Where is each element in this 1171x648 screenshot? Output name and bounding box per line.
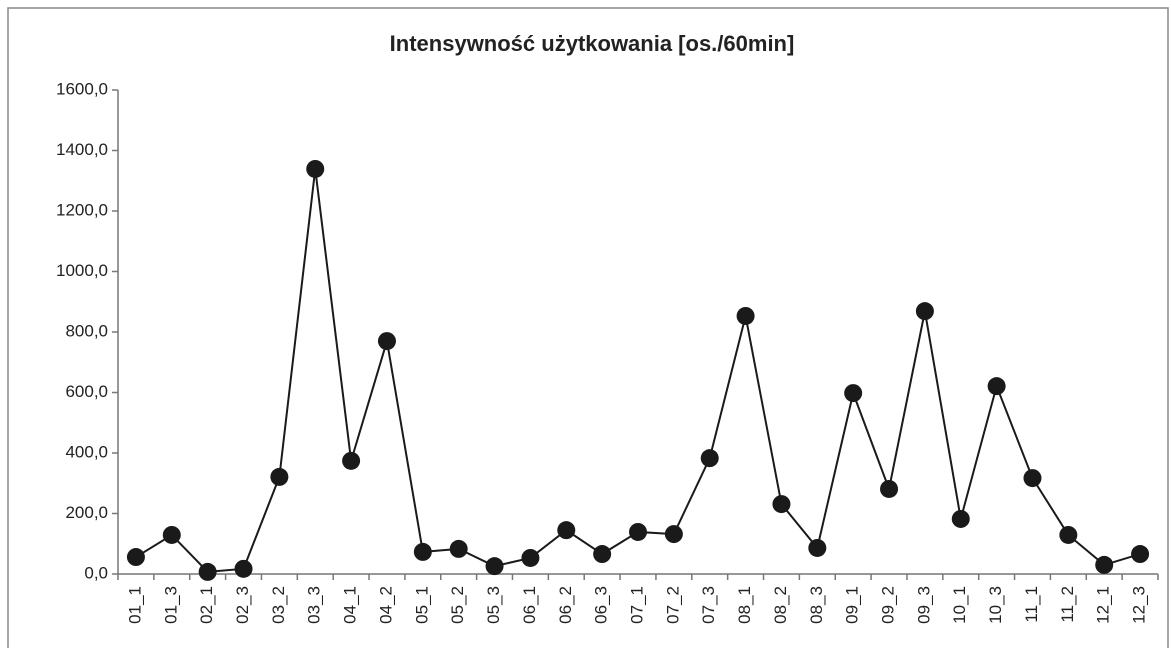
y-tick-label: 0,0 xyxy=(84,563,108,582)
x-tick-label: 11_2 xyxy=(1058,586,1077,623)
marker xyxy=(449,539,468,558)
marker xyxy=(521,548,540,567)
y-tick-label: 400,0 xyxy=(65,442,108,461)
marker xyxy=(162,525,181,544)
marker xyxy=(880,479,899,498)
x-tick-label: 03_2 xyxy=(269,586,288,624)
marker xyxy=(270,467,289,486)
y-tick-label: 1400,0 xyxy=(56,140,108,159)
marker xyxy=(593,545,612,564)
x-tick-label: 05_3 xyxy=(484,586,503,624)
marker xyxy=(629,522,647,541)
x-tick-label: 08_2 xyxy=(771,586,790,624)
x-tick-label: 05_1 xyxy=(412,586,431,624)
marker xyxy=(844,384,863,403)
y-tick-label: 1600,0 xyxy=(56,79,108,98)
y-tick-label: 1000,0 xyxy=(56,261,108,280)
x-tick-label: 04_2 xyxy=(376,586,395,624)
x-tick-label: 02_1 xyxy=(197,586,216,624)
x-tick-label: 02_3 xyxy=(233,586,252,624)
x-tick-label: 11_1 xyxy=(1022,586,1041,623)
x-tick-label: 04_1 xyxy=(341,586,360,624)
marker xyxy=(700,449,719,468)
marker xyxy=(126,548,145,567)
x-tick-label: 06_2 xyxy=(556,586,575,624)
marker xyxy=(413,542,432,561)
x-tick-label: 09_3 xyxy=(914,586,933,624)
marker xyxy=(951,509,970,528)
x-tick-label: 09_1 xyxy=(843,586,862,624)
x-tick-label: 07_1 xyxy=(627,586,646,624)
x-tick-label: 10_3 xyxy=(986,586,1005,624)
marker xyxy=(342,451,361,470)
x-tick-label: 08_1 xyxy=(735,586,754,624)
marker xyxy=(915,302,934,321)
x-tick-label: 05_2 xyxy=(448,586,467,624)
marker xyxy=(234,559,253,578)
marker xyxy=(772,495,791,514)
marker xyxy=(736,306,755,325)
x-tick-label: 06_3 xyxy=(592,586,611,624)
x-tick-label: 10_1 xyxy=(950,586,969,624)
chart-title: Intensywność użytkowania [os./60min] xyxy=(390,31,795,56)
x-tick-label: 12_3 xyxy=(1130,586,1149,624)
y-tick-label: 600,0 xyxy=(65,382,108,401)
marker xyxy=(1059,525,1078,544)
y-tick-label: 800,0 xyxy=(65,321,108,340)
marker xyxy=(1095,555,1114,574)
marker xyxy=(664,525,683,544)
x-tick-label: 07_2 xyxy=(663,586,682,624)
x-tick-label: 01_1 xyxy=(125,586,144,624)
marker xyxy=(306,159,325,178)
marker xyxy=(557,521,576,540)
x-tick-label: 03_3 xyxy=(305,586,324,624)
x-tick-label: 12_1 xyxy=(1094,586,1113,624)
x-tick-label: 01_3 xyxy=(161,586,180,624)
x-tick-label: 07_3 xyxy=(699,586,718,624)
y-tick-label: 1200,0 xyxy=(56,200,108,219)
marker xyxy=(1023,469,1042,488)
marker xyxy=(485,557,504,576)
x-tick-label: 09_2 xyxy=(879,586,898,624)
marker xyxy=(987,377,1006,396)
marker xyxy=(808,538,827,557)
marker xyxy=(1131,545,1150,564)
y-tick-label: 200,0 xyxy=(65,503,108,522)
marker xyxy=(198,562,217,581)
x-tick-label: 06_1 xyxy=(520,586,539,624)
marker xyxy=(377,332,396,351)
chart-frame xyxy=(7,7,1169,648)
x-tick-label: 08_3 xyxy=(807,586,826,624)
